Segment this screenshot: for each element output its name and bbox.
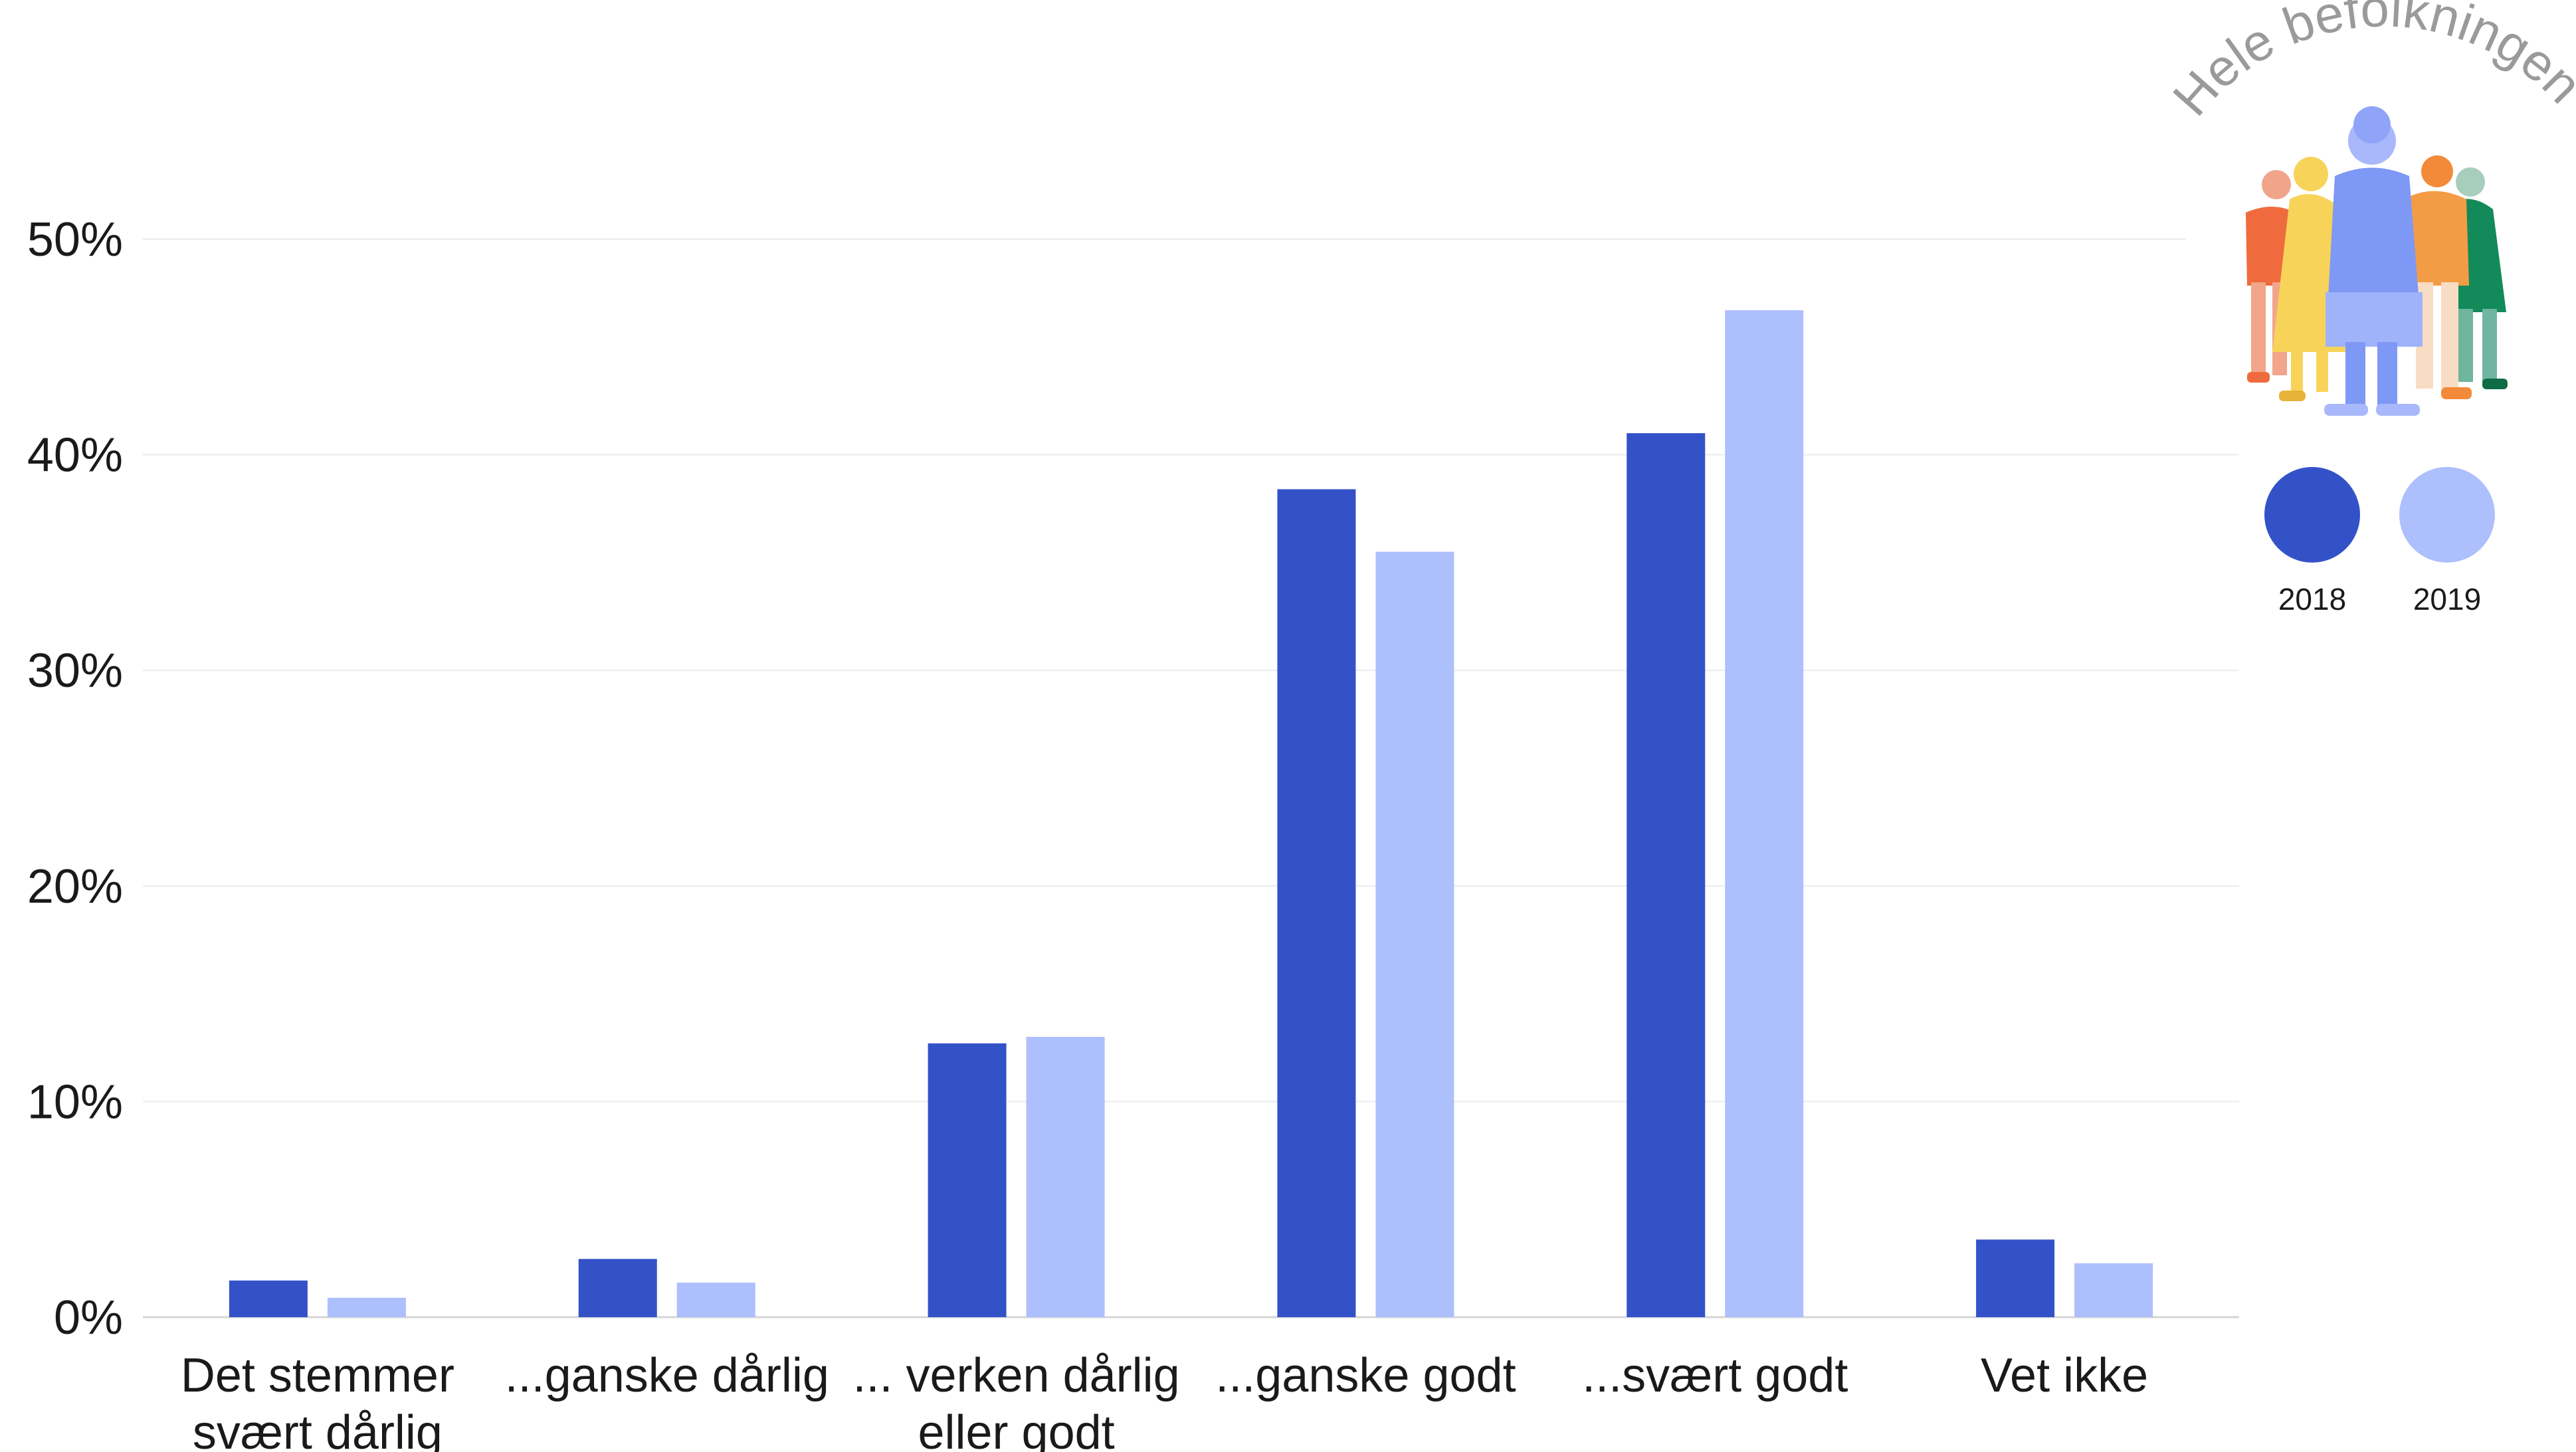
category-labels: Det stemmer svært dårlig ...ganske dårlig.… — [181, 1349, 2148, 1452]
category-label: ...svært godt — [1582, 1349, 1848, 1402]
bar-2019-4 — [1725, 310, 1804, 1317]
legend-swatch-2018 — [2264, 467, 2360, 563]
category-label: ...ganske dårlig — [505, 1349, 829, 1402]
bar-2018-0 — [229, 1280, 308, 1317]
legend-swatch-2019 — [2399, 467, 2495, 563]
y-tick-label: 0% — [54, 1291, 123, 1344]
bar-2019-1 — [676, 1283, 755, 1317]
legend-label-2018: 2018 — [2278, 582, 2346, 616]
people-group-illustration — [2246, 106, 2508, 416]
bars — [229, 310, 2153, 1318]
category-label: Vet ikke — [1981, 1349, 2148, 1402]
legend: 2018 2019 — [2264, 467, 2495, 616]
y-tick-label: 50% — [27, 213, 123, 266]
legend-label-2019: 2019 — [2413, 582, 2481, 616]
category-label: ... verken dårlig eller godt — [852, 1349, 1179, 1452]
bar-2018-3 — [1277, 489, 1356, 1317]
y-tick-label: 20% — [27, 860, 123, 913]
bar-2018-1 — [578, 1259, 657, 1317]
bar-2019-2 — [1026, 1037, 1105, 1317]
bar-2019-0 — [327, 1297, 406, 1317]
bar-2018-5 — [1976, 1239, 2055, 1317]
y-tick-label: 40% — [27, 429, 123, 482]
y-axis-ticks: 0% 10% 20% 30% 40% 50% — [27, 213, 123, 1344]
category-label: Det stemmer svært dårlig — [181, 1349, 454, 1452]
gridlines — [143, 238, 2239, 1318]
bar-2018-2 — [928, 1043, 1007, 1317]
bar-2019-3 — [1375, 551, 1454, 1318]
bar-2019-5 — [2074, 1263, 2153, 1317]
y-tick-label: 10% — [27, 1075, 123, 1129]
category-label: ...ganske godt — [1215, 1349, 1516, 1402]
bar-2018-4 — [1627, 433, 1706, 1317]
y-tick-label: 30% — [27, 644, 123, 697]
